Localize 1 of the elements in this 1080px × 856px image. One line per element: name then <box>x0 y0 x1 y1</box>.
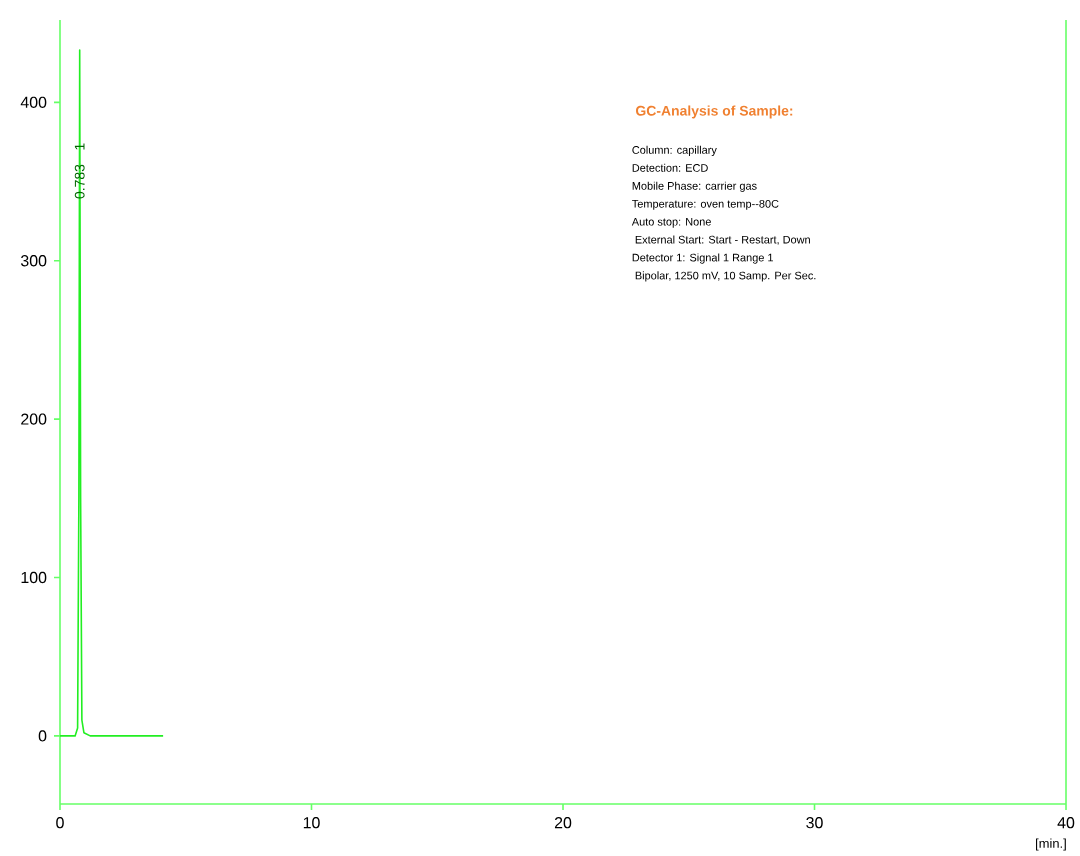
line-series <box>59 49 164 737</box>
